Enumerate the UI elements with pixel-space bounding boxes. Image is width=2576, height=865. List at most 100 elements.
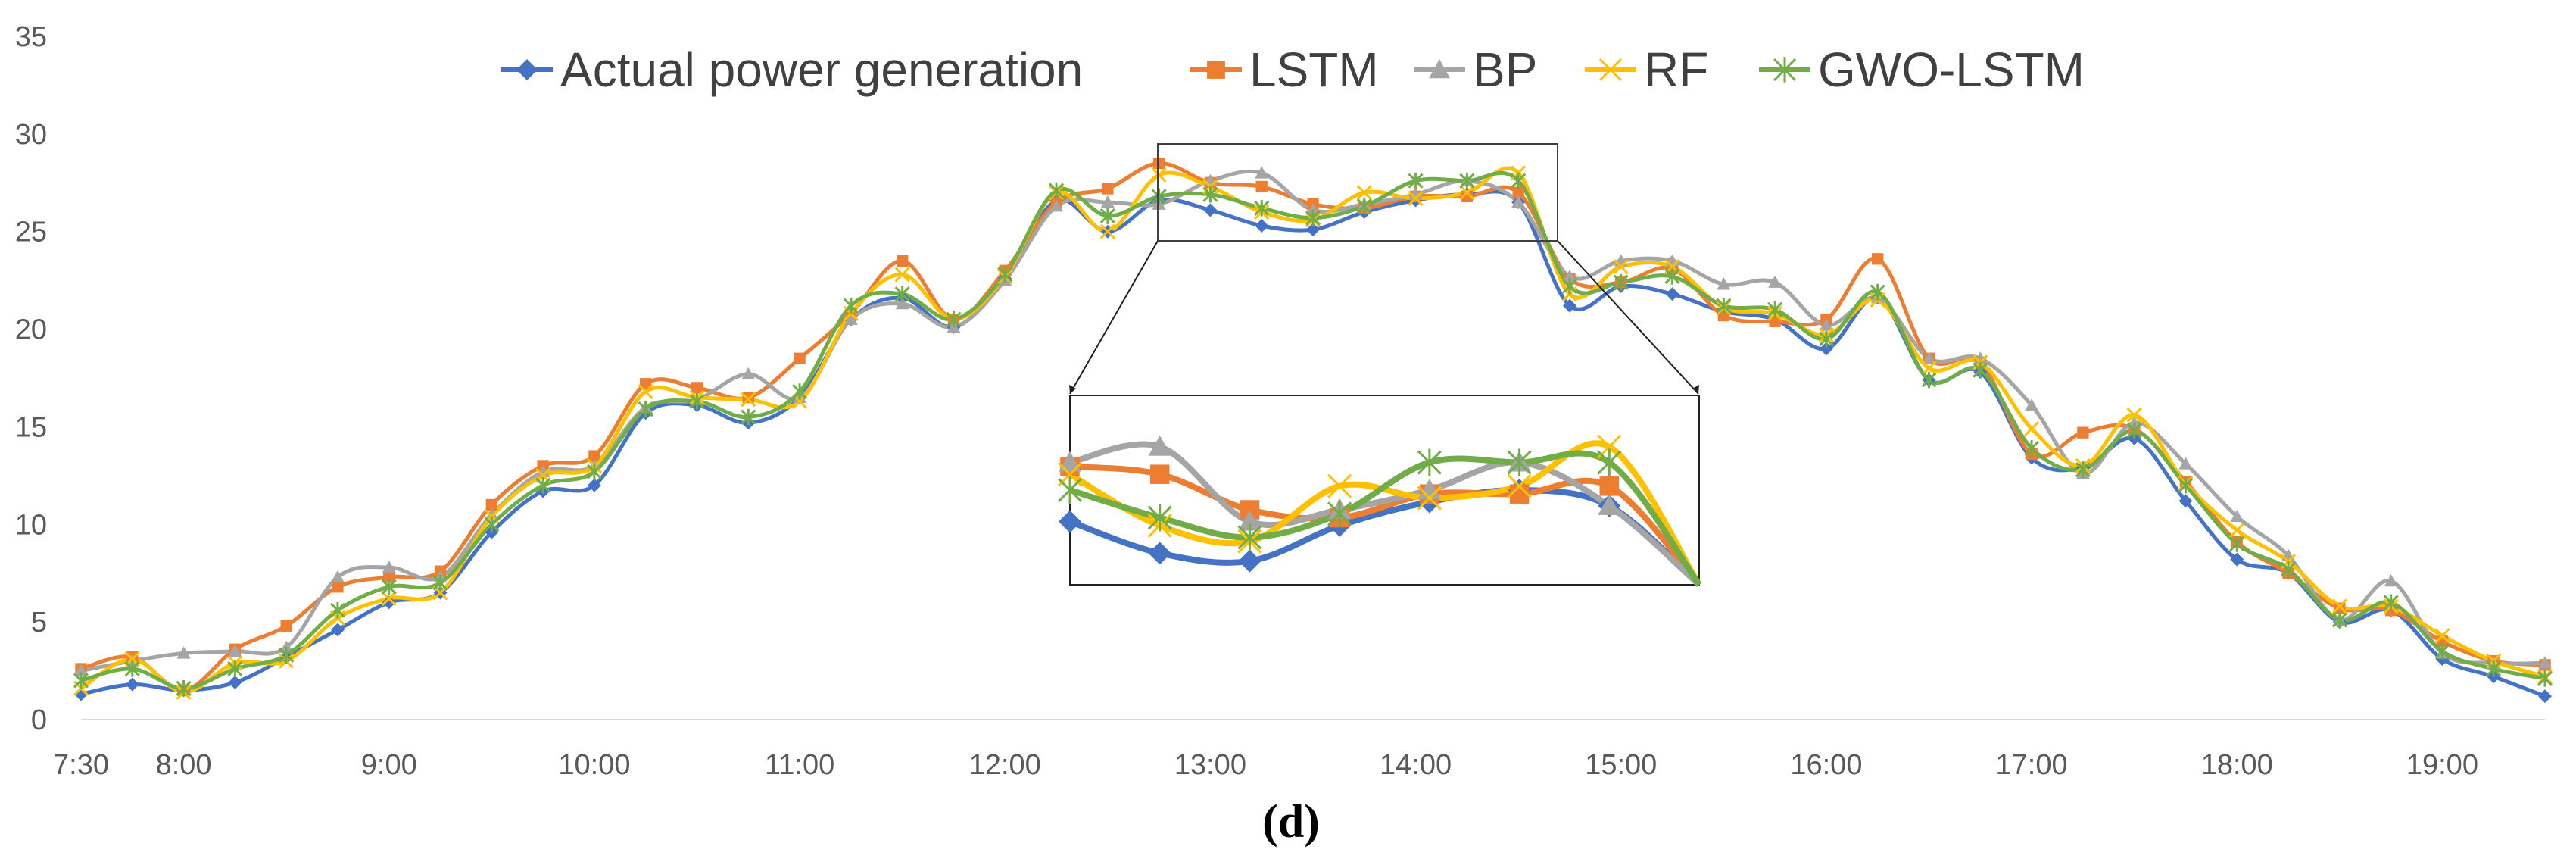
data-point-gwo-lstm (329, 601, 346, 619)
zoom-arrow-left (1069, 385, 1076, 394)
data-point-bp (844, 312, 858, 325)
data-point-bp (1306, 203, 1320, 216)
data-point-lstm (2077, 426, 2089, 439)
data-point-bp (279, 640, 294, 653)
data-point-gwo-lstm (2178, 476, 2194, 494)
data-point-actual-power-generation (2230, 552, 2244, 567)
x-tick-label: 8:00 (156, 749, 212, 781)
data-point-actual-power-generation (1306, 223, 1320, 237)
data-point-gwo-lstm (1511, 172, 1527, 189)
inset-data-point-gwo-lstm (1237, 523, 1262, 551)
inset-data-point-bp (1238, 510, 1261, 531)
inset-data-point-gwo-lstm (1417, 448, 1442, 476)
legend-label-bp: BP (1473, 42, 1537, 97)
y-tick-label: 25 (15, 217, 47, 248)
subfigure-label: (d) (1262, 796, 1320, 848)
data-point-rf (381, 591, 397, 607)
data-point-bp (1255, 166, 1269, 179)
legend-label-gwo-lstm: GWO-LSTM (1818, 42, 2085, 97)
data-point-gwo-lstm (279, 647, 295, 664)
data-point-gwo-lstm (1613, 273, 1629, 291)
inset-data-point-rf (1507, 473, 1532, 498)
data-point-gwo-lstm (381, 578, 397, 595)
data-point-lstm (1255, 180, 1268, 193)
data-point-lstm (1872, 253, 1884, 265)
data-point-gwo-lstm (1973, 361, 1988, 379)
legend-marker-rf (1598, 58, 1623, 82)
data-point-actual-power-generation (587, 478, 601, 492)
data-point-gwo-lstm (1305, 209, 1321, 226)
data-point-lstm (280, 620, 292, 632)
x-tick-label: 10:00 (558, 749, 630, 781)
data-point-gwo-lstm (843, 297, 859, 314)
legend-marker-gwo-lstm (1773, 57, 1797, 83)
data-point-actual-power-generation (2178, 494, 2193, 508)
y-tick-label: 30 (15, 119, 47, 151)
zoom-connector-right (1557, 240, 1699, 395)
legend-label-lstm: LSTM (1249, 42, 1379, 97)
data-point-bp (741, 367, 756, 380)
legend-marker-bp (1429, 59, 1450, 79)
x-tick-label: 12:00 (969, 749, 1041, 781)
inset-data-point-bp (1148, 435, 1171, 456)
data-point-bp (1768, 275, 1782, 288)
data-point-gwo-lstm (1870, 283, 1885, 301)
data-point-actual-power-generation (330, 623, 345, 637)
data-point-lstm (691, 382, 703, 394)
data-point-rf (894, 267, 910, 283)
data-point-gwo-lstm (2229, 536, 2245, 552)
x-axis: 7:30 8:00 9:00 10:00 11:00 12:00 13:00 14:00 15:… (53, 719, 2545, 781)
data-point-gwo-lstm (2126, 422, 2142, 439)
data-point-gwo-lstm (2434, 643, 2450, 660)
data-point-lstm (1717, 309, 1729, 322)
zoom-arrow-right (1692, 385, 1699, 394)
data-point-gwo-lstm (1818, 330, 1834, 348)
data-point-gwo-lstm (997, 266, 1013, 283)
y-tick-label: 0 (31, 704, 47, 736)
inset-data-point-rf (1417, 486, 1442, 511)
data-point-lstm (2334, 602, 2346, 614)
data-point-bp (330, 570, 345, 583)
data-point-lstm (794, 352, 806, 364)
data-point-rf (1921, 361, 1937, 376)
y-tick-label: 5 (31, 607, 47, 639)
data-point-actual-power-generation (228, 676, 242, 690)
data-point-rf (1408, 190, 1424, 206)
data-point-lstm (640, 378, 652, 390)
inset-data-point-bp (1059, 451, 1081, 472)
zoom-region-box (1157, 143, 1558, 242)
data-point-bp (2127, 416, 2141, 429)
data-point-bp (1408, 187, 1423, 200)
data-point-actual-power-generation (125, 677, 139, 692)
data-point-lstm (1102, 183, 1114, 195)
data-point-gwo-lstm (1356, 198, 1372, 215)
inset-data-point-bp (1598, 494, 1621, 515)
data-point-gwo-lstm (1767, 301, 1783, 318)
data-point-gwo-lstm (73, 672, 89, 689)
y-tick-label: 35 (15, 21, 47, 53)
data-point-bp (176, 646, 191, 659)
data-point-actual-power-generation (1665, 287, 1679, 301)
data-point-actual-power-generation (1203, 203, 1218, 217)
x-tick-label: 14:00 (1380, 749, 1452, 781)
data-point-gwo-lstm (689, 393, 705, 410)
inset-data-point-gwo-lstm (1057, 476, 1083, 504)
data-point-gwo-lstm (792, 383, 808, 400)
data-point-rf (1613, 259, 1629, 275)
data-point-gwo-lstm (1561, 278, 1578, 295)
chart-legend: Actual power generation LSTM BP RF GWO-LSTM (501, 42, 2085, 97)
data-point-gwo-lstm (741, 408, 756, 426)
data-point-gwo-lstm (2075, 461, 2091, 478)
data-point-bp (1511, 195, 1526, 208)
data-point-bp (2178, 457, 2193, 470)
data-point-lstm (332, 581, 344, 593)
data-point-bp (228, 644, 242, 657)
data-point-gwo-lstm (535, 476, 551, 494)
data-point-actual-power-generation (1255, 218, 1269, 233)
data-point-bp (2025, 398, 2039, 411)
inset-data-point-lstm (1149, 464, 1170, 484)
data-point-gwo-lstm (2486, 660, 2502, 677)
inset-data-point-gwo-lstm (1147, 504, 1172, 532)
data-point-gwo-lstm (432, 574, 448, 592)
inset-data-point-gwo-lstm (1327, 500, 1352, 528)
